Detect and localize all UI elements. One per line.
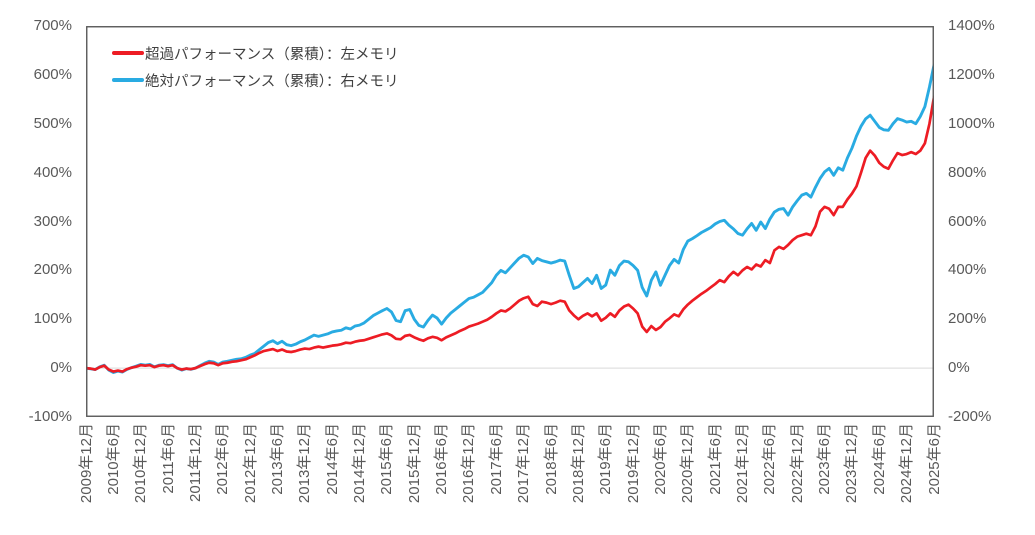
axis-tick-label: 1200% <box>948 65 995 83</box>
axis-tick-label: 300% <box>33 212 72 230</box>
axis-tick-label: 600% <box>948 212 987 230</box>
axis-tick-label: 400% <box>948 261 987 279</box>
axis-tick-label: 0% <box>50 359 72 377</box>
legend: 超過パフォーマンス（累積）：左メモリ 絶対パフォーマンス（累積）：右メモリ <box>112 42 398 91</box>
axis-tick-label: 800% <box>948 163 987 181</box>
axis-tick-label: 400% <box>33 163 72 181</box>
axis-tick-label: 0% <box>948 359 970 377</box>
legend-item-absolute: 絶対パフォーマンス（累積）：右メモリ <box>112 69 398 91</box>
axis-tick-label: 700% <box>33 17 72 34</box>
absolute-performance-line <box>86 63 934 374</box>
axis-tick-label: 200% <box>33 261 72 279</box>
legend-label-absolute: 絶対パフォーマンス（累積）：右メモリ <box>145 73 399 90</box>
excess-performance-line <box>86 95 934 373</box>
axis-tick-label: 500% <box>33 114 72 132</box>
legend-label-excess: 超過パフォーマンス（累積）：左メモリ <box>145 46 399 63</box>
axis-tick-label: 100% <box>33 310 72 328</box>
red-line-swatch-icon <box>112 51 144 55</box>
plot-border <box>86 26 934 417</box>
axis-tick-label: 200% <box>948 310 987 328</box>
plot-area <box>86 26 934 417</box>
axis-tick-label: -200% <box>948 408 992 425</box>
axis-tick-label: 1000% <box>948 114 995 132</box>
axis-tick-label: -100% <box>28 408 72 425</box>
axis-tick-label: 600% <box>33 65 72 83</box>
legend-item-excess: 超過パフォーマンス（累積）：左メモリ <box>112 42 398 64</box>
blue-line-swatch-icon <box>112 78 144 82</box>
axis-tick-label: 1400% <box>948 17 995 34</box>
